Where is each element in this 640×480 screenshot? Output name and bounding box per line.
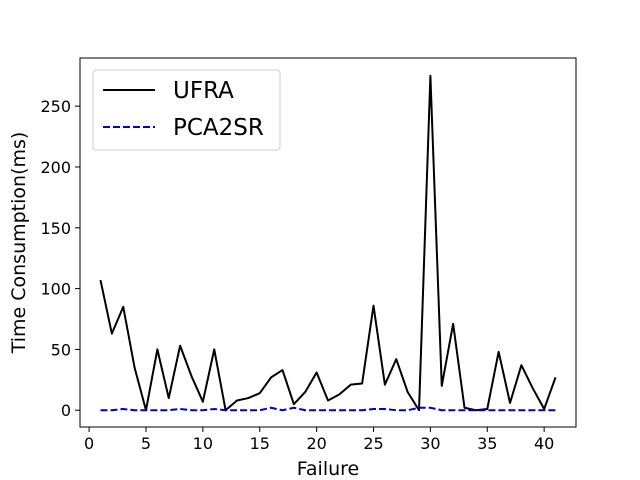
legend: UFRA PCA2SR bbox=[92, 69, 281, 151]
series-line-pca2sr bbox=[100, 406, 556, 412]
y-tick-label: 250 bbox=[40, 97, 71, 116]
x-tick-label: 40 bbox=[534, 434, 554, 453]
y-tick-label: 100 bbox=[40, 280, 71, 299]
y-axis-ticks: 0 50 100 150 200 250 bbox=[40, 97, 80, 420]
x-tick-label: 10 bbox=[193, 434, 213, 453]
y-tick-label: 50 bbox=[51, 340, 71, 359]
x-tick-label: 20 bbox=[306, 434, 326, 453]
x-tick-label: 35 bbox=[477, 434, 497, 453]
x-tick-label: 15 bbox=[250, 434, 270, 453]
plot-frame bbox=[79, 57, 577, 428]
y-axis-label: Time Consumption(ms) bbox=[8, 132, 30, 355]
legend-label-pca2sr: PCA2SR bbox=[173, 115, 264, 141]
legend-label-ufra: UFRA bbox=[173, 78, 234, 104]
x-axis-ticks: 0 5 10 15 20 25 30 35 40 bbox=[84, 427, 554, 453]
x-axis-label: Failure bbox=[297, 458, 360, 480]
x-tick-label: 5 bbox=[141, 434, 151, 453]
x-tick-label: 25 bbox=[363, 434, 383, 453]
y-tick-label: 0 bbox=[61, 401, 71, 420]
y-tick-label: 200 bbox=[40, 158, 71, 177]
x-tick-label: 0 bbox=[84, 434, 94, 453]
y-tick-label: 150 bbox=[40, 219, 71, 238]
series-layer bbox=[99, 74, 557, 412]
x-tick-label: 30 bbox=[420, 434, 440, 453]
